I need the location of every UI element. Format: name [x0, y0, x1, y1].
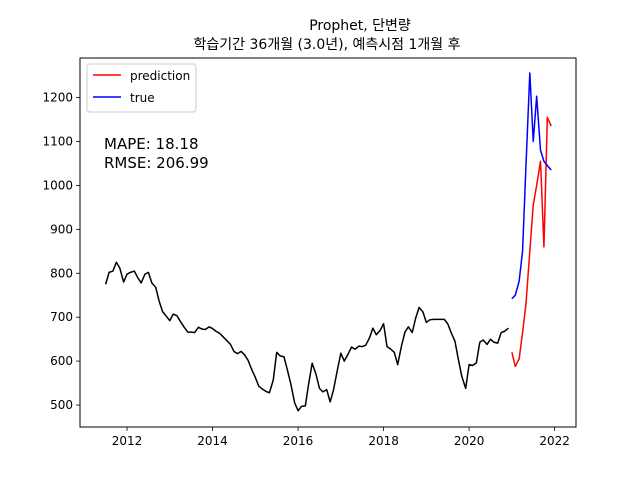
- series-line-history: [104, 261, 509, 412]
- y-tick-label: 1000: [42, 178, 73, 192]
- plot-area: [104, 72, 552, 412]
- rmse-annotation: RMSE: 206.99: [104, 154, 209, 172]
- x-tick-label: 2016: [283, 434, 314, 448]
- plot-frame: [79, 57, 577, 428]
- x-tick-label: 2012: [112, 434, 143, 448]
- y-tick-label: 800: [50, 266, 73, 280]
- x-tick-label: 2020: [454, 434, 485, 448]
- chart-subtitle: 학습기간 36개월 (3.0년), 예측시점 1개월 후: [194, 37, 461, 53]
- x-tick-label: 2018: [368, 434, 399, 448]
- series-line-prediction: [511, 116, 552, 368]
- y-tick-label: 600: [50, 354, 73, 368]
- y-axis: 500 600 700 800 900 1000 1100 1200: [42, 91, 80, 412]
- x-tick-label: 2014: [197, 434, 228, 448]
- y-tick-label: 1100: [42, 134, 73, 148]
- mape-annotation: MAPE: 18.18: [104, 135, 199, 153]
- chart-title: Prophet, 단변량: [309, 18, 411, 34]
- legend: prediction true: [86, 63, 197, 113]
- legend-label-true: true: [130, 91, 155, 105]
- x-tick-label: 2022: [539, 434, 570, 448]
- legend-label-prediction: prediction: [130, 69, 190, 83]
- y-tick-label: 900: [50, 222, 73, 236]
- y-tick-label: 500: [50, 398, 73, 412]
- x-axis: 2012 2014 2016 2018 2020 2022: [112, 427, 570, 448]
- y-tick-label: 1200: [42, 91, 73, 105]
- y-tick-label: 700: [50, 310, 73, 324]
- legend-box: [86, 63, 197, 113]
- series-line-true: [511, 72, 552, 300]
